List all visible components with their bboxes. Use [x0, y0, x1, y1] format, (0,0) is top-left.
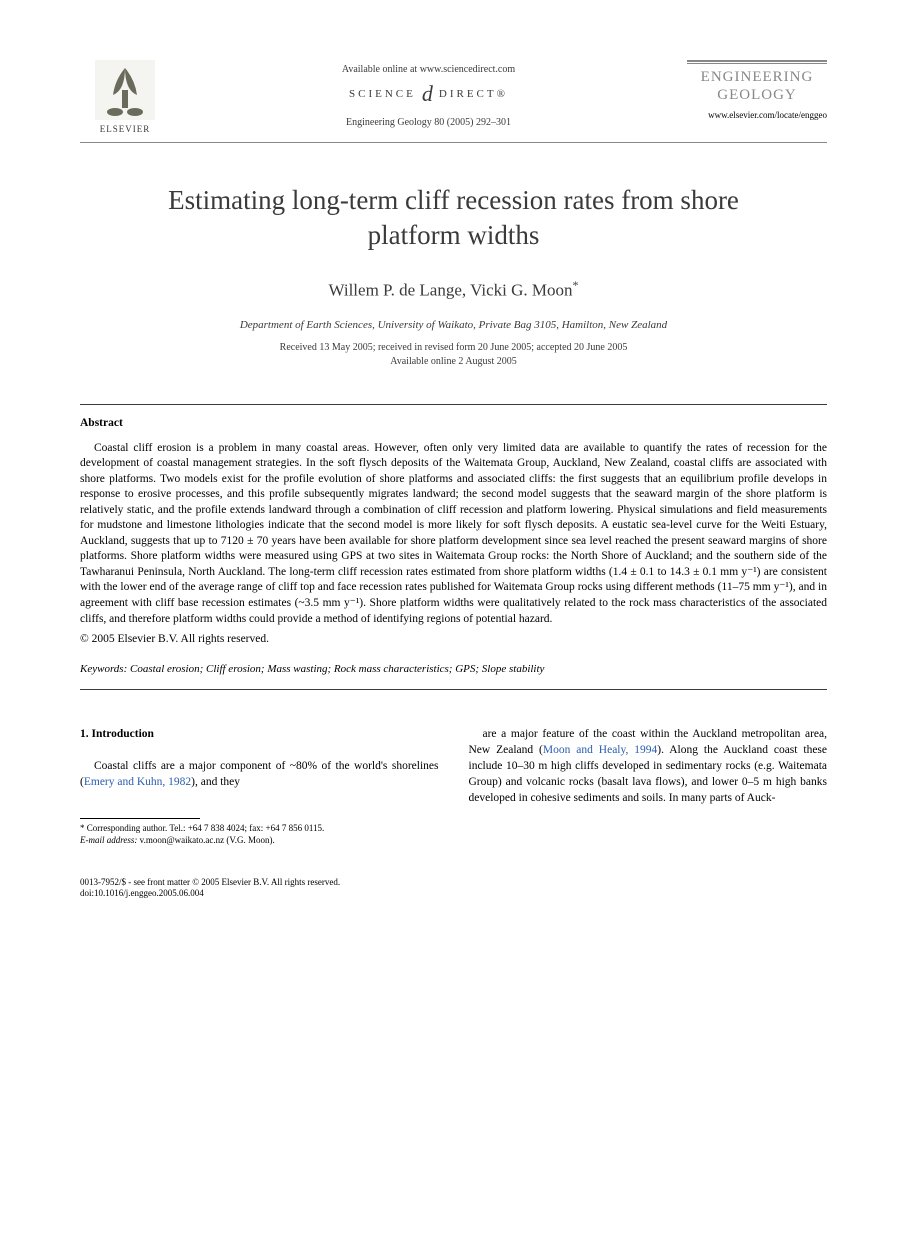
footnote-name: (V.G. Moon).	[224, 835, 275, 845]
science-direct-logo: SCIENCE d DIRECT®	[349, 81, 508, 107]
dates-line1: Received 13 May 2005; received in revise…	[280, 342, 628, 353]
abstract-text: Coastal cliff erosion is a problem in ma…	[80, 441, 827, 627]
keywords-label: Keywords:	[80, 663, 127, 675]
column-right: are a major feature of the coast within …	[469, 726, 828, 847]
footnote-line2: E-mail address: v.moon@waikato.ac.nz (V.…	[80, 835, 439, 847]
publisher-name: ELSEVIER	[100, 124, 151, 134]
journal-title-block: ENGINEERING GEOLOGY www.elsevier.com/loc…	[687, 60, 827, 120]
page-footer: 0013-7952/$ - see front matter © 2005 El…	[80, 877, 827, 900]
dates-line2: Available online 2 August 2005	[390, 356, 516, 367]
journal-reference: Engineering Geology 80 (2005) 292–301	[346, 117, 511, 128]
journal-title-line1: ENGINEERING	[701, 69, 814, 85]
copyright: © 2005 Elsevier B.V. All rights reserved…	[80, 633, 827, 645]
intro-heading: 1. Introduction	[80, 726, 439, 742]
footer-line1: 0013-7952/$ - see front matter © 2005 El…	[80, 877, 827, 889]
abstract-body: Coastal cliff erosion is a problem in ma…	[80, 441, 827, 627]
intro-col1-post: ), and they	[191, 776, 240, 788]
authors: Willem P. de Lange, Vicki G. Moon*	[80, 278, 827, 301]
intro-para-left: Coastal cliffs are a major component of …	[80, 758, 439, 790]
footnote: * Corresponding author. Tel.: +64 7 838 …	[80, 823, 439, 846]
footnote-email-label: E-mail address:	[80, 835, 137, 845]
sd-right: DIRECT®	[439, 88, 508, 100]
header-row: ELSEVIER Available online at www.science…	[80, 60, 827, 134]
column-left: 1. Introduction Coastal cliffs are a maj…	[80, 726, 439, 847]
intro-columns: 1. Introduction Coastal cliffs are a maj…	[80, 726, 827, 847]
paper-title: Estimating long-term cliff recession rat…	[140, 183, 767, 253]
journal-title-line2: GEOLOGY	[717, 87, 797, 103]
abstract-header: Abstract	[80, 417, 827, 429]
abstract-bottom-rule	[80, 689, 827, 690]
abstract-top-rule	[80, 404, 827, 405]
citation-link[interactable]: Moon and Healy, 1994	[543, 744, 657, 756]
intro-para-right: are a major feature of the coast within …	[469, 726, 828, 806]
elsevier-tree-icon	[95, 60, 155, 120]
footer-doi: doi:10.1016/j.enggeo.2005.06.004	[80, 888, 827, 900]
footnote-line1: * Corresponding author. Tel.: +64 7 838 …	[80, 823, 439, 835]
available-online-text: Available online at www.sciencedirect.co…	[342, 64, 515, 75]
sd-at-icon: d	[422, 81, 433, 107]
footnote-email: v.moon@waikato.ac.nz	[137, 835, 224, 845]
corresponding-mark: *	[572, 278, 578, 292]
header-rule	[80, 142, 827, 143]
journal-title: ENGINEERING GEOLOGY	[687, 68, 827, 104]
journal-title-rule	[687, 60, 827, 64]
keywords: Keywords: Coastal erosion; Cliff erosion…	[80, 663, 827, 675]
sd-left: SCIENCE	[349, 88, 416, 100]
article-dates: Received 13 May 2005; received in revise…	[80, 341, 827, 369]
journal-url: www.elsevier.com/locate/enggeo	[687, 110, 827, 120]
footnote-rule	[80, 818, 200, 819]
affiliation: Department of Earth Sciences, University…	[80, 319, 827, 331]
citation-link[interactable]: Emery and Kuhn, 1982	[84, 776, 191, 788]
publisher-logo-block: ELSEVIER	[80, 60, 170, 134]
author-names: Willem P. de Lange, Vicki G. Moon	[329, 281, 573, 300]
keywords-text: Coastal erosion; Cliff erosion; Mass was…	[127, 663, 544, 675]
header-center: Available online at www.sciencedirect.co…	[170, 60, 687, 128]
